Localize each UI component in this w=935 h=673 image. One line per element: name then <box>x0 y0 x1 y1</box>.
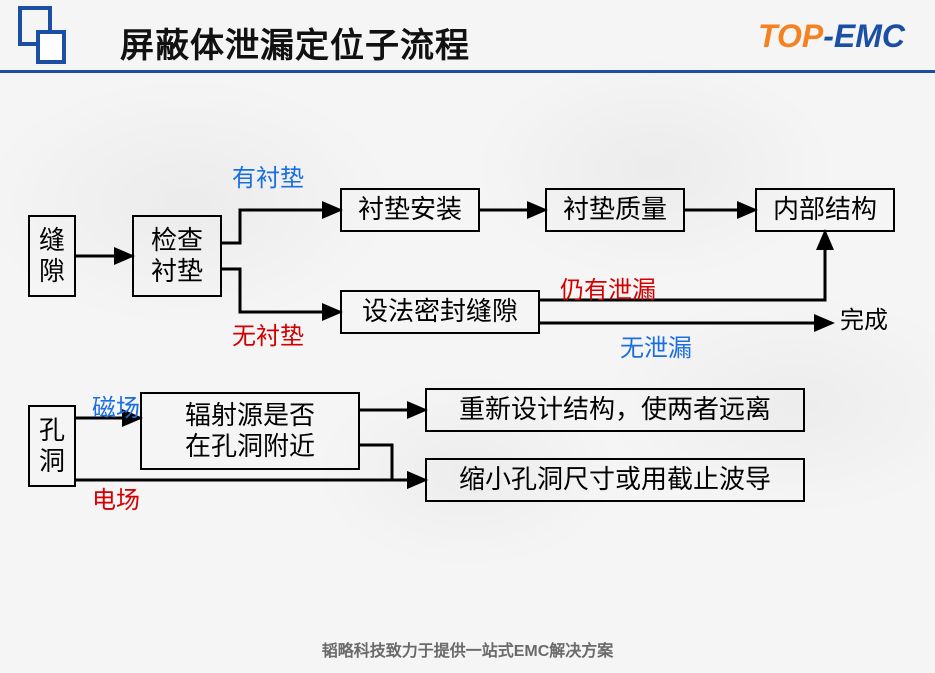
node-radsrc: 辐射源是否 在孔洞附近 <box>140 392 360 470</box>
flowchart-stage: 缝 隙 检查 衬垫 衬垫安装 衬垫质量 内部结构设法密封缝隙孔 洞 辐射源是否 在孔洞附近… <box>0 0 935 673</box>
node-install: 衬垫安装 <box>340 188 480 232</box>
page-title: 屏蔽体泄漏定位子流程 <box>120 18 470 67</box>
logo-emc: EMC <box>834 18 905 54</box>
node-internal: 内部结构 <box>755 188 895 232</box>
node-hole: 孔 洞 <box>28 405 76 487</box>
edge-check-install <box>222 210 340 243</box>
overlapping-squares-icon <box>18 6 68 66</box>
logo-top: TOP <box>758 18 823 54</box>
edge-label-4: 完成 <box>840 300 888 335</box>
edge-label-2: 仍有泄漏 <box>560 270 656 305</box>
node-shrink: 缩小孔洞尺寸或用截止波导 <box>425 458 805 502</box>
header-underline <box>0 70 935 73</box>
footer-text: 韬略科技致力于提供一站式EMC解决方案 <box>0 637 935 661</box>
node-seal: 设法密封缝隙 <box>340 290 540 334</box>
edge-check-seal <box>222 269 340 312</box>
node-check: 检查 衬垫 <box>132 215 222 297</box>
edge-label-0: 有衬垫 <box>232 158 304 193</box>
flowchart-edges <box>0 0 935 673</box>
node-quality: 衬垫质量 <box>545 188 685 232</box>
logo-dash: - <box>823 18 834 54</box>
node-redesign: 重新设计结构，使两者远离 <box>425 388 805 432</box>
node-gap: 缝 隙 <box>28 215 76 297</box>
edge-label-5: 磁场 <box>92 388 140 423</box>
logo: TOP-EMC <box>758 18 905 55</box>
edge-radsrc-shrink <box>360 445 425 480</box>
edge-label-6: 电场 <box>92 480 140 515</box>
edge-label-1: 无衬垫 <box>232 316 304 351</box>
edge-label-3: 无泄漏 <box>620 328 692 363</box>
header: 屏蔽体泄漏定位子流程 TOP-EMC <box>0 0 935 80</box>
